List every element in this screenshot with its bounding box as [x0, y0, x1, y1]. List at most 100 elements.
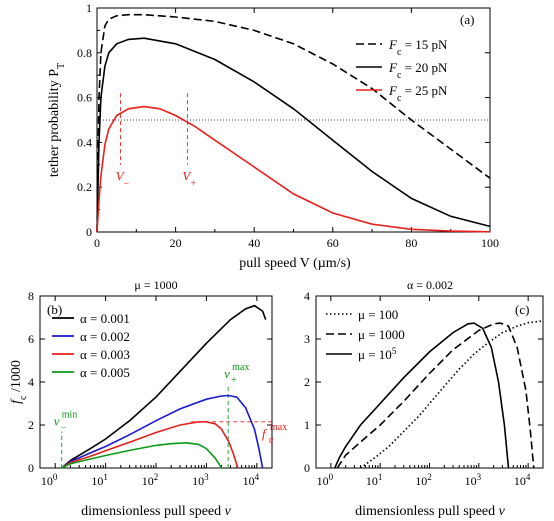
panel-c-title: α = 0.002	[407, 278, 453, 292]
panel-b-title: μ = 1000	[134, 278, 177, 292]
panel-a-xlabel: pull speed V (µm/s)	[239, 256, 351, 271]
panel-b-xtick-exp: 2	[154, 472, 159, 482]
panel-a-ylabel-main: tether probability P	[47, 69, 62, 177]
panel-c-xtick-label: 100	[317, 472, 334, 488]
panel-a-label: (a)	[460, 12, 474, 27]
panel-a-v-label: V−	[116, 168, 130, 189]
panel-b-legend-entry: α = 0.001	[80, 311, 130, 326]
panel-c-xlabel-var: v	[499, 504, 506, 519]
panel-b-vmin-label-main: v	[54, 413, 60, 428]
panel-b-xtick-base: 10	[142, 474, 154, 488]
panel-a-legend-sub: c	[397, 47, 402, 58]
panel-b-vmin-label-sup: min	[62, 409, 78, 420]
panel-b-series-0	[61, 304, 267, 469]
panel-b-guides	[61, 384, 272, 468]
panel-c-xtick-exp: 2	[427, 472, 432, 482]
panel-c-legend-entry: μ = 105	[358, 346, 397, 362]
panel-c-xtick-base: 10	[317, 474, 329, 488]
panel-a-v-sub: +	[190, 178, 196, 189]
panel-a-legend-main: F	[388, 83, 398, 98]
panel-b-xtick-label: 104	[243, 472, 260, 488]
panel-b-legend: α = 0.001 α = 0.002 α = 0.003 α = 0.005	[52, 311, 130, 380]
panel-a-series-1	[96, 37, 491, 233]
panel-a-series-2	[96, 105, 491, 233]
panel-a-v-main: V	[182, 168, 192, 183]
panel-c-xlabel-main: dimensionless pull speed	[355, 504, 499, 519]
panel-c-xtick-exp: 4	[526, 472, 531, 482]
panel-c-ytick-label: 0	[304, 461, 310, 475]
panel-c-series-1	[336, 322, 535, 469]
panel-c-label: (c)	[515, 302, 529, 317]
panel-b-xtick-exp: 3	[204, 472, 209, 482]
panel-b-vmax-label-sup: max	[232, 362, 249, 373]
panel-c-xlabel: dimensionless pull speed v	[355, 504, 506, 519]
panel-b-legend-entry: α = 0.002	[80, 329, 130, 344]
panel-b-fmax-label-main: f	[262, 426, 268, 441]
panel-b-ytick-label: 0	[28, 461, 34, 475]
panel-a-ytick-label: 0.2	[77, 180, 92, 194]
panel-a-ylabel-sub: T	[56, 63, 67, 69]
panel-a-legend-rest: = 20 pN	[401, 60, 448, 75]
panel-b-vmax-label-main: v	[224, 366, 230, 381]
panel-c-xtick-label: 102	[415, 472, 432, 488]
panel-c-xtick-exp: 1	[378, 472, 383, 482]
panel-a-xtick-label: 20	[170, 236, 182, 250]
panel-b-xlabel: dimensionless pull speed v	[81, 504, 232, 519]
panel-a-ytick-label: 0	[86, 225, 92, 239]
panel-b-series-1	[61, 394, 264, 469]
panel-a-ytick-label: 1	[86, 1, 92, 15]
panel-a-legend-main: F	[388, 37, 398, 52]
panel-a-xlabel-main: pull speed V	[239, 256, 309, 271]
panel-c-ytick-label: 3	[304, 332, 310, 346]
panel-c-legend-entry: μ = 1000	[358, 327, 405, 342]
panel-c-series	[334, 320, 544, 469]
panel-c-legend-entry: μ = 100	[358, 307, 398, 322]
panel-b-ylabel-main: f	[9, 398, 24, 404]
panel-a-legend-entry: Fc = 15 pN	[388, 37, 448, 58]
panel-a-legend-main: F	[388, 60, 398, 75]
panel-c-xtick-base: 10	[465, 474, 477, 488]
panel-b-xtick-base: 10	[192, 474, 204, 488]
panel-a-legend-entry: Fc = 25 pN	[388, 83, 448, 104]
panel-c-series-0	[360, 320, 544, 469]
panel-c-xtick-label: 103	[465, 472, 482, 488]
panel-c-ytick-label: 1	[304, 418, 310, 432]
panel-b-ytick-label: 2	[28, 418, 34, 432]
panel-b-xtick-label: 102	[142, 472, 159, 488]
panel-b-vmax-label-sub: +	[231, 375, 237, 386]
panel-b-vmax-label: v max +	[224, 362, 249, 386]
panel-b-fmax-label-sup: max	[270, 422, 287, 433]
panel-a-series-0	[96, 13, 491, 233]
panel-c-legend-text: μ = 1000	[358, 327, 405, 342]
panel-b-xtick-base: 10	[41, 474, 53, 488]
panel-a-xtick-label: 0	[94, 236, 100, 250]
panel-b-xtick-exp: 4	[255, 472, 260, 482]
panel-a-ylabel: tether probability PT	[47, 63, 67, 177]
panel-c-ytick-label: 2	[304, 375, 310, 389]
panel-a-ticks: 0 20 40 60 80 100 0 0.2 0.4 0.6 0.8 1	[77, 1, 499, 250]
panel-b-legend-entry: α = 0.003	[80, 347, 130, 362]
panel-a-ytick-label: 0.8	[77, 46, 92, 60]
panel-c-xtick-base: 10	[415, 474, 427, 488]
panel-b-vmin-label-sub: −	[61, 422, 67, 433]
panel-c-xtick-label: 101	[366, 472, 383, 488]
panel-b-xtick-label: 103	[192, 472, 209, 488]
panel-b-series-2	[61, 421, 239, 469]
panel-b-xlabel-main: dimensionless pull speed	[81, 504, 225, 519]
panel-a-legend-rest: = 25 pN	[401, 83, 448, 98]
panel-b-series	[61, 304, 267, 469]
panel-a-annotations: V− V+	[116, 93, 196, 189]
panel-c-legend: μ = 100 μ = 1000 μ = 105	[326, 307, 405, 362]
panel-b-xtick-label: 100	[41, 472, 58, 488]
panel-a-v-sub: −	[124, 178, 130, 189]
panel-b-label: (b)	[47, 302, 62, 317]
panel-b-series-3	[61, 441, 223, 469]
